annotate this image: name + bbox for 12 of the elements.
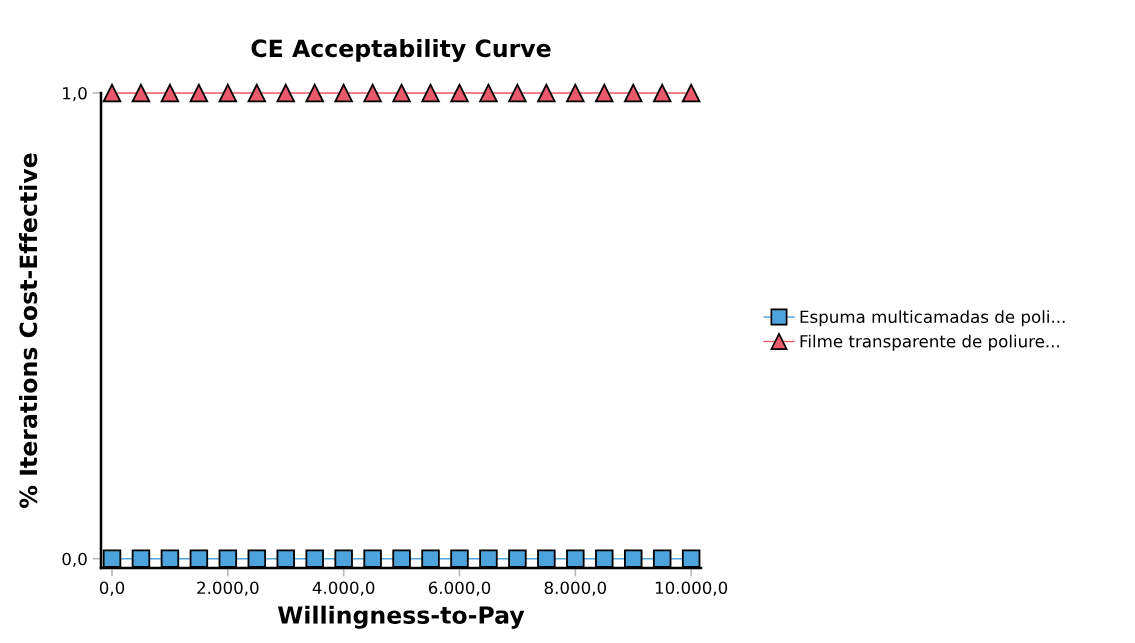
x-tick-label: 8.000,0 <box>544 581 607 596</box>
x-tick-label: 2.000,0 <box>197 581 259 596</box>
x-tick-label: 4.000,0 <box>312 581 375 596</box>
x-axis-title: Willingness-to-Pay <box>277 605 525 629</box>
chart-title: CE Acceptability Curve <box>251 38 551 62</box>
legend-label: Espuma multicamadas de poli... <box>800 310 1065 327</box>
y-tick-label: 1,0 <box>63 86 87 102</box>
legend-label: Filme transparente de poliure... <box>800 334 1060 351</box>
x-tick-label: 6.000,0 <box>428 581 491 596</box>
y-axis-title: % Iterations Cost-Effective <box>19 153 38 508</box>
x-tick-label: 10.000,0 <box>655 581 728 596</box>
x-tick-label: 0,0 <box>99 581 125 596</box>
